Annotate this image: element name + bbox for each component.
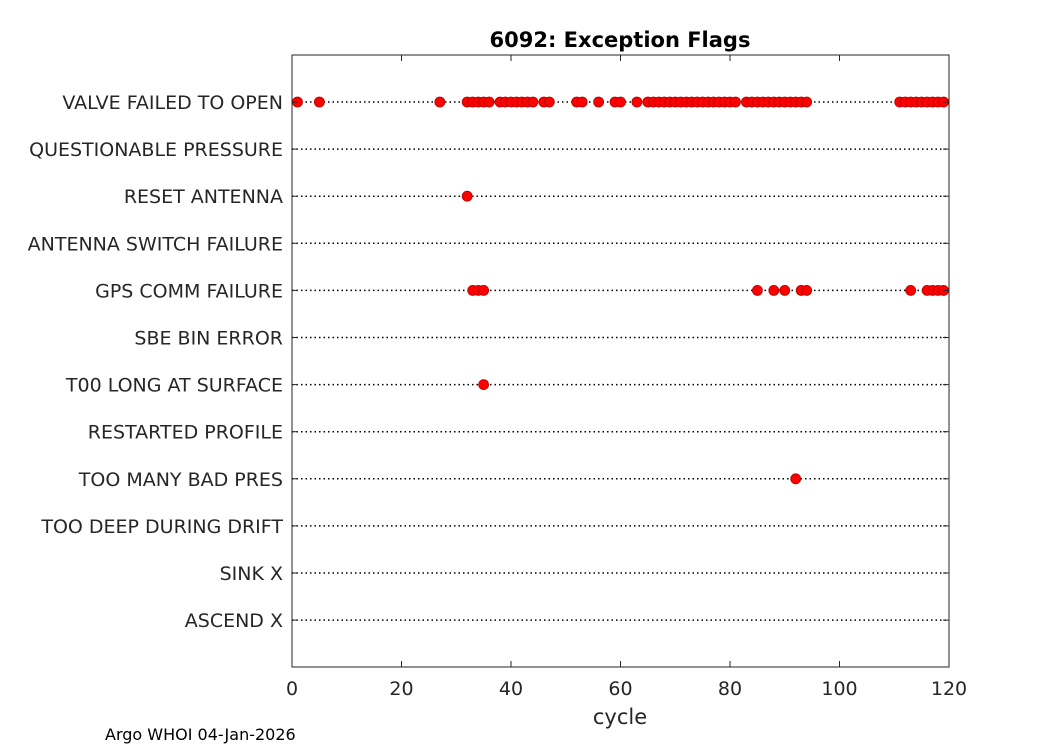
flag-point <box>478 379 490 391</box>
y-tick-label: GPS COMM FAILURE <box>95 280 283 302</box>
flag-point <box>483 96 495 108</box>
flag-point <box>730 96 741 108</box>
y-tick-label: ANTENNA SWITCH FAILURE <box>28 233 283 255</box>
flag-point <box>434 96 446 108</box>
flag-point <box>461 190 473 202</box>
x-tick-label: 20 <box>389 678 413 700</box>
y-tick-label: RESTARTED PROFILE <box>88 422 283 444</box>
x-axis-label: cycle <box>593 705 647 729</box>
flag-point <box>905 284 917 296</box>
flag-point <box>768 284 780 296</box>
flag-point <box>527 96 539 108</box>
x-axis-ticks: 0 20 40 60 80 100 120 <box>286 55 967 700</box>
y-tick-label: VALVE FAILED TO OPEN <box>62 92 283 114</box>
x-tick-label: 0 <box>286 678 298 700</box>
y-axis-ticks: VALVE FAILED TO OPEN QUESTIONABLE PRESSUR… <box>28 92 949 632</box>
plot-area <box>292 55 949 667</box>
flag-point <box>751 284 763 296</box>
flag-grid-lines <box>292 101 949 621</box>
y-tick-label: SINK X <box>220 563 283 585</box>
y-tick-label: QUESTIONABLE PRESSURE <box>29 139 283 161</box>
x-tick-label: 40 <box>499 678 523 700</box>
flag-point <box>593 96 604 108</box>
y-tick-label: SBE BIN ERROR <box>134 328 283 350</box>
flag-points <box>292 96 949 485</box>
x-tick-label: 80 <box>718 678 742 700</box>
flag-point <box>615 96 626 108</box>
flag-point <box>313 96 325 108</box>
flag-point <box>790 473 802 485</box>
y-tick-label: T00 LONG AT SURFACE <box>65 375 283 397</box>
x-tick-label: 100 <box>821 678 857 700</box>
flag-point <box>543 96 555 108</box>
x-tick-label: 120 <box>931 678 967 700</box>
flag-point <box>779 284 791 296</box>
flag-point <box>631 96 643 108</box>
flag-point <box>801 96 813 108</box>
y-tick-label: RESET ANTENNA <box>124 186 283 208</box>
flag-point <box>576 96 588 108</box>
flag-point <box>478 284 490 296</box>
y-tick-label: ASCEND X <box>185 610 283 632</box>
chart-title: 6092: Exception Flags <box>490 28 751 52</box>
flag-point <box>801 284 813 296</box>
y-tick-label: TOO DEEP DURING DRIFT <box>40 516 283 538</box>
x-tick-label: 60 <box>608 678 632 700</box>
y-tick-label: TOO MANY BAD PRES <box>78 469 283 491</box>
footer-credit: Argo WHOI 04-Jan-2026 <box>105 725 296 744</box>
